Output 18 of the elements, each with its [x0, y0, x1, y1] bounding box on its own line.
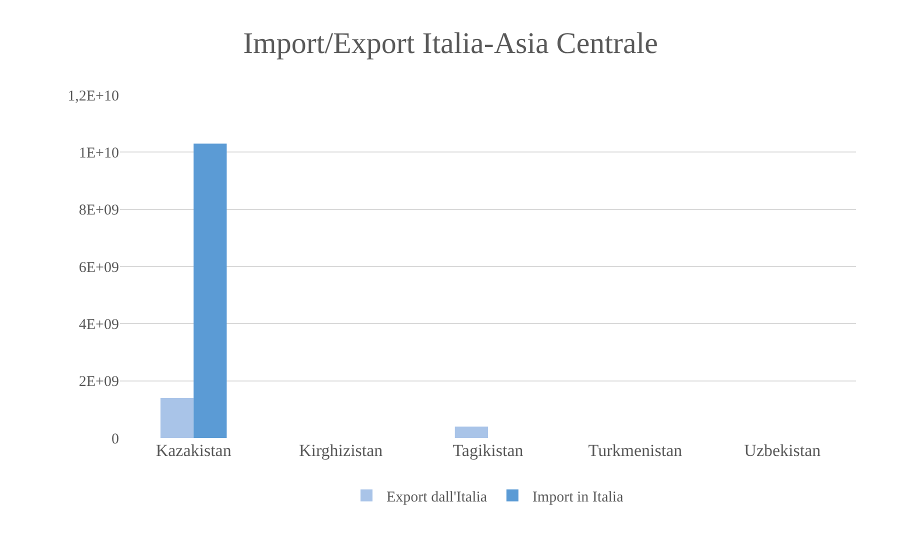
bar: [194, 144, 227, 438]
y-tick-label: 6E+09: [78, 260, 119, 276]
y-tick-label: 1E+10: [78, 145, 119, 162]
legend-label: Export dall'Italia: [386, 489, 488, 506]
y-tick-label: 4E+09: [78, 316, 119, 333]
y-tick-label: 8E+09: [78, 202, 119, 219]
x-tick-label: Kirghizistan: [298, 441, 384, 460]
x-tick-label: Tagikistan: [452, 441, 524, 460]
x-tick-label: Kazakistan: [156, 441, 232, 460]
x-tick-label: Uzbekistan: [744, 441, 822, 460]
y-tick-label: 1,2E+10: [68, 88, 119, 104]
bar: [160, 398, 194, 438]
chart-title: Import/Export Italia-Asia Centrale: [243, 26, 658, 60]
y-tick-label: 0: [112, 431, 119, 448]
bar: [454, 426, 488, 438]
legend-label: Import in Italia: [532, 489, 624, 506]
x-tick-label: Turkmenistan: [588, 441, 683, 460]
y-tick-label: 2E+09: [78, 374, 119, 390]
